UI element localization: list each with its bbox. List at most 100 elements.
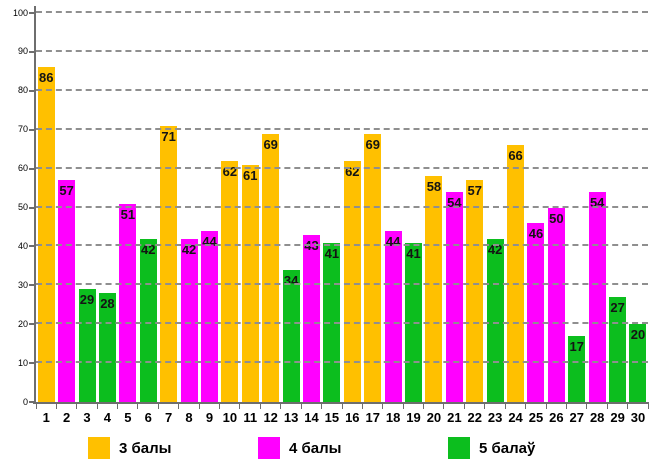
bar: 71 [160,125,178,402]
y-axis-tick [29,167,35,170]
bar-value-label: 46 [528,226,544,242]
bar: 69 [364,133,382,402]
x-tick-label: 24 [508,410,523,425]
bar: 57 [466,180,484,402]
x-tick-label: 15 [324,410,340,425]
x-axis-tick [361,402,363,409]
x-axis-tick [137,402,139,409]
legend-item: 4 балы [258,434,341,462]
bar-value-label: 29 [79,292,95,308]
bar: 34 [282,269,300,402]
bar-slot: 51 [118,13,138,402]
x-axis-tick [504,402,506,409]
x-tick-label: 1 [42,410,50,425]
x-tick-label: 2 [62,410,71,425]
y-tick-label: 60 [17,163,28,174]
bar: 50 [547,207,565,402]
x-tick-label: 20 [426,410,442,425]
gridline [36,244,648,247]
x-axis-line [33,402,648,404]
x-tick-label: 16 [345,410,360,425]
bar: 54 [588,191,606,402]
x-axis-tick [219,402,221,409]
legend-label: 5 балаў [479,439,536,457]
bar-slot: 86 [36,13,56,402]
bar: 51 [119,203,137,402]
y-axis-tick [29,50,35,53]
x-tick-label: 12 [263,410,278,425]
x-axis-labels: 1 2 3 4 5 6 7 8 9 10 11 12 13 14 15 16 17 18 19 20 21 22 23 24 2… [36,411,648,424]
x-axis-tick [280,402,282,409]
x-axis-tick [402,402,404,409]
bar-slot: 61 [240,13,260,402]
bar-slot: 43 [301,13,321,402]
legend-label: 3 балы [119,439,172,457]
y-tick-label: 90 [17,46,28,57]
gridline [36,88,648,91]
x-axis-tick [565,402,567,409]
x-axis-tick [545,402,547,409]
bar: 46 [527,223,545,402]
x-tick-label: 11 [243,410,258,425]
x-axis-tick [321,402,323,409]
x-axis-tick [117,402,119,409]
y-axis-tick [29,206,35,209]
y-axis-tick [29,89,35,92]
x-tick-label: 8 [185,410,193,425]
x-tick-label: 29 [610,410,625,425]
bar-slot: 42 [138,13,158,402]
x-tick-label: 30 [630,410,646,425]
legend-swatch [258,437,280,459]
bar-value-label: 50 [549,210,564,226]
bar-slot: 58 [424,13,444,402]
bar-value-label: 66 [508,148,523,164]
x-axis-tick [259,402,261,409]
bar-slot: 66 [505,13,525,402]
bar: 42 [139,238,157,402]
bar: 62 [221,160,239,402]
bars-row: 86 57 29 28 51 42 71 42 44 62 61 69 34 43 41 62 69 44 41 58… [36,13,648,402]
x-axis-tick [382,402,384,409]
bar: 54 [445,191,463,402]
gridline [36,127,648,130]
x-axis-tick [76,402,78,409]
x-axis-tick [178,402,180,409]
x-axis-tick [35,402,37,409]
legend-swatch [88,437,110,459]
bar-slot: 34 [281,13,301,402]
bar-slot: 17 [567,13,587,402]
x-axis-tick [484,402,486,409]
y-axis-tick [29,245,35,248]
x-tick-label: 26 [549,410,564,425]
y-axis-tick [29,362,35,365]
bar-value-label: 17 [569,338,584,354]
bar: 44 [384,230,402,402]
bar: 42 [486,238,504,402]
x-tick-label: 22 [467,410,482,425]
bar-value-label: 41 [324,245,340,261]
bar-slot: 27 [607,13,627,402]
bar-value-label: 20 [630,327,646,343]
bar-value-label: 58 [426,179,442,195]
bar-slot: 62 [342,13,362,402]
y-axis-line [34,6,36,404]
bar-value-label: 57 [59,183,74,199]
bar: 69 [262,133,280,402]
y-tick-label: 20 [17,318,28,329]
x-axis-tick [606,402,608,409]
bar: 57 [58,180,76,402]
x-axis-tick [627,402,629,409]
bar-slot: 28 [97,13,117,402]
x-axis-tick [157,402,159,409]
bar-slot: 20 [628,13,648,402]
x-axis-tick [239,402,241,409]
y-tick-label: 30 [17,279,28,290]
x-axis-tick [423,402,425,409]
x-tick-label: 28 [589,410,605,425]
bar: 86 [37,67,55,402]
y-tick-label: 100 [12,7,28,18]
bar: 43 [302,234,320,402]
bar-slot: 54 [444,13,464,402]
x-axis-tick [443,402,445,409]
